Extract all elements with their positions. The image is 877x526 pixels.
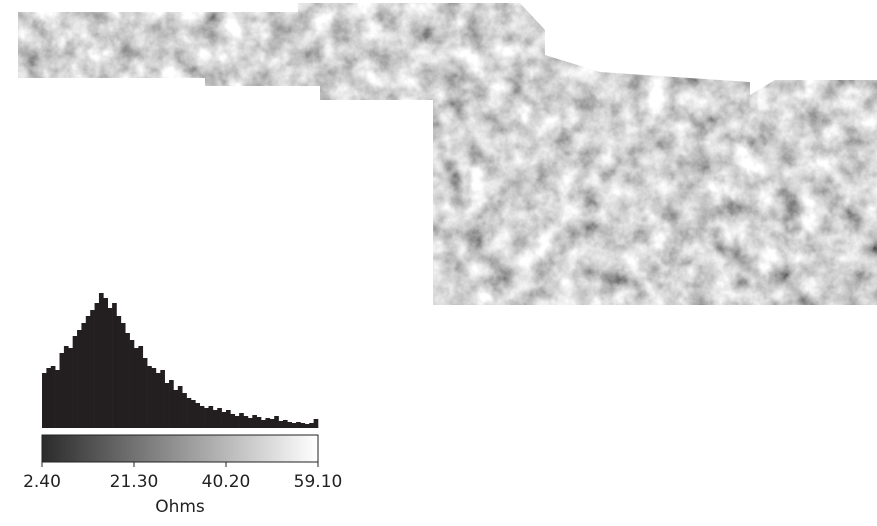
- histogram-bar: [77, 330, 82, 428]
- map-raster: [18, 3, 877, 305]
- histogram-bar: [217, 408, 222, 428]
- histogram-bar: [151, 368, 157, 428]
- histogram-bar: [147, 366, 152, 428]
- histogram-bar: [269, 419, 275, 428]
- histogram-bar: [261, 420, 266, 428]
- histogram-bar: [265, 418, 271, 428]
- histogram-bar: [42, 373, 47, 428]
- histogram-bar: [107, 308, 113, 428]
- histogram-bar: [68, 348, 73, 428]
- histogram-bar: [252, 415, 257, 428]
- histogram-bar: [256, 417, 262, 428]
- histogram-bar: [247, 418, 253, 428]
- histogram-bar: [112, 303, 117, 428]
- histogram-bar: [186, 398, 192, 428]
- histogram-bar: [46, 368, 52, 428]
- histogram-bar: [160, 370, 165, 428]
- histogram-bar: [282, 420, 288, 428]
- histogram-bar: [239, 413, 244, 428]
- histogram-bar: [125, 333, 130, 428]
- histogram-bar: [94, 303, 100, 428]
- colorbar-tick-label: 40.20: [202, 472, 251, 492]
- histogram-bar: [177, 386, 183, 428]
- histogram-bar: [103, 298, 109, 428]
- histogram-bar: [313, 419, 319, 428]
- histogram-bar: [287, 422, 293, 428]
- histogram-bar: [116, 316, 122, 428]
- histogram-bar: [195, 403, 201, 428]
- histogram-bar: [274, 416, 279, 428]
- histogram-bar: [212, 410, 218, 428]
- histogram-bar: [120, 323, 126, 428]
- colorbar-tick-label: 59.10: [294, 472, 343, 492]
- histogram-bar: [50, 366, 56, 428]
- histogram-bar: [169, 380, 174, 428]
- histogram-bar: [90, 310, 95, 428]
- histogram-bar: [304, 424, 310, 428]
- histogram-bar: [243, 416, 249, 428]
- histogram-bar: [278, 421, 284, 428]
- histogram-bar: [226, 410, 231, 428]
- histogram-bar: [81, 323, 87, 428]
- histogram-bar: [230, 414, 236, 428]
- histogram-bar: [85, 316, 91, 428]
- histogram-bar: [173, 390, 179, 428]
- histogram-bar: [59, 353, 65, 428]
- histogram-bar: [221, 412, 227, 428]
- histogram-bar: [134, 348, 139, 428]
- histogram-bar: [291, 423, 297, 428]
- histogram-bar: [182, 393, 187, 428]
- colorbar-tick-label: 21.30: [110, 472, 159, 492]
- resistivity-map: [18, 3, 877, 305]
- histogram-bar: [208, 406, 214, 428]
- histogram-bar: [72, 336, 78, 428]
- histogram-bar: [98, 293, 104, 428]
- histogram-bar: [204, 408, 209, 428]
- histogram-bar: [164, 383, 170, 428]
- colorbar: [41, 434, 319, 463]
- histogram-bar: [129, 340, 135, 428]
- legend: Ohms 2.40 21.30 40.20 59.10: [23, 293, 342, 517]
- histogram-bar: [300, 423, 306, 428]
- histogram-bar: [55, 370, 60, 428]
- histogram-bar: [63, 346, 69, 428]
- histogram-bar: [296, 422, 301, 428]
- histogram-bar: [190, 400, 196, 428]
- histogram-bar: [142, 358, 148, 428]
- colorbar-label: Ohms: [155, 497, 205, 517]
- colorbar-tick-label: 2.40: [23, 472, 61, 492]
- histogram-bar: [155, 373, 161, 428]
- histogram-bar: [138, 346, 144, 428]
- histogram-bar: [234, 416, 240, 428]
- histogram-bar: [309, 423, 314, 428]
- histogram-bar: [199, 406, 205, 428]
